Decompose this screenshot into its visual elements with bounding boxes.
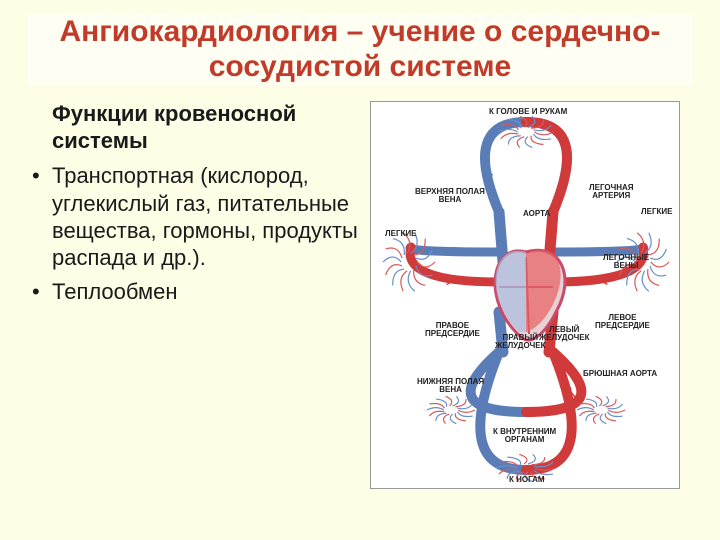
label-internal: К ВНУТРЕННИМ ОРГАНАМ	[493, 428, 556, 445]
list-item: Теплообмен	[46, 278, 358, 305]
subheading: Функции кровеносной системы	[46, 101, 358, 155]
label-left-atrium: ЛЕВОЕ ПРЕДСЕРДИЕ	[595, 314, 650, 331]
label-lower-vena: НИЖНЯЯ ПОЛАЯ ВЕНА	[417, 378, 484, 395]
label-lungs-right: ЛЕГКИЕ	[641, 208, 672, 216]
label-pulm-artery: ЛЕГОЧНАЯ АРТЕРИЯ	[589, 184, 634, 201]
label-pulm-veins: ЛЕГОЧНЫЕ ВЕНЫ	[603, 254, 649, 271]
label-right-atrium: ПРАВОЕ ПРЕДСЕРДИЕ	[425, 322, 480, 339]
text-column: Функции кровеносной системы Транспортная…	[28, 101, 358, 489]
slide: Ангиокардиология – учение о сердечно-сос…	[0, 0, 720, 540]
label-right-vent: ПРАВЫЙ ЖЕЛУДОЧЕК	[495, 334, 546, 351]
slide-title: Ангиокардиология – учение о сердечно-сос…	[28, 14, 692, 85]
list-item: Транспортная (кислород, углекислый газ, …	[46, 162, 358, 271]
label-upper-vena: ВЕРХНЯЯ ПОЛАЯ ВЕНА	[415, 188, 485, 205]
label-lungs-left: ЛЕГКИЕ	[385, 230, 416, 238]
label-abd-aorta: БРЮШНАЯ АОРТА	[583, 370, 657, 378]
label-top: К ГОЛОВЕ И РУКАМ	[489, 108, 567, 116]
circulatory-diagram: К ГОЛОВЕ И РУКАМ ВЕРХНЯЯ ПОЛАЯ ВЕНА АОРТ…	[370, 101, 680, 489]
content-row: Функции кровеносной системы Транспортная…	[28, 101, 692, 489]
label-aorta: АОРТА	[523, 210, 550, 218]
label-left-vent: ЛЕВЫЙ ЖЕЛУДОЧЕК	[539, 326, 590, 343]
label-legs: К НОГАМ	[509, 476, 545, 484]
bullet-list: Транспортная (кислород, углекислый газ, …	[46, 162, 358, 304]
